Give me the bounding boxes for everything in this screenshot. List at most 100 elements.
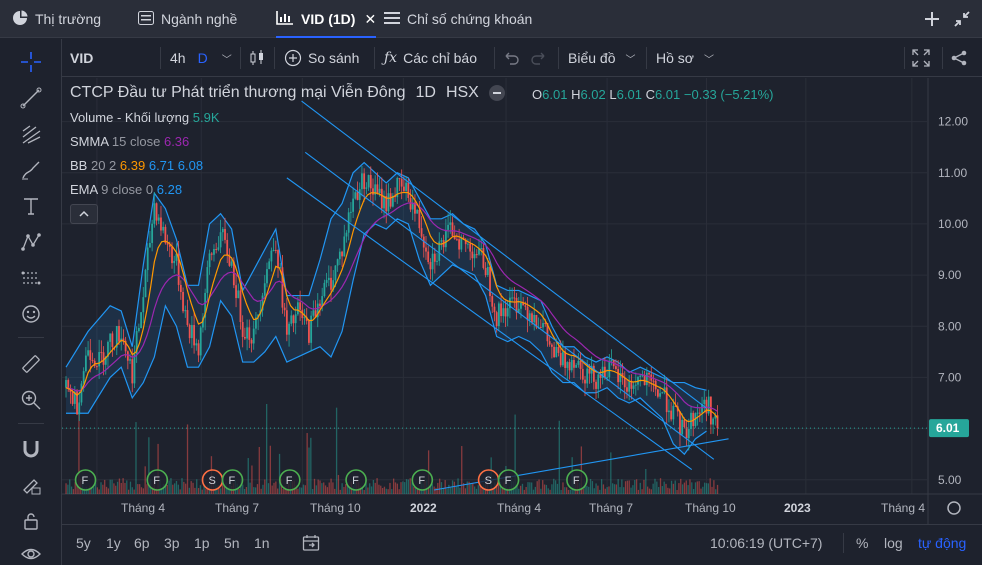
volume-bar bbox=[696, 481, 698, 494]
volume-bar bbox=[120, 482, 122, 494]
candle-body bbox=[250, 339, 253, 344]
symbol-search[interactable]: VID bbox=[70, 50, 94, 66]
trendline-icon[interactable] bbox=[0, 83, 62, 113]
range-1p[interactable]: 1p bbox=[194, 535, 210, 551]
share-icon[interactable] bbox=[950, 39, 968, 77]
ruler-lines-icon[interactable] bbox=[0, 263, 62, 293]
pattern-icon[interactable] bbox=[0, 227, 62, 257]
volume-legend[interactable]: Volume - Khối lượng 5.9K bbox=[70, 110, 220, 125]
chart-type-label: Biểu đồ bbox=[568, 50, 616, 66]
event-marker bbox=[74, 469, 97, 491]
volume-bar bbox=[196, 479, 198, 494]
volume-bar bbox=[481, 487, 483, 494]
volume-bar bbox=[507, 487, 509, 494]
fib-tool-icon[interactable] bbox=[0, 119, 62, 149]
volume-bar bbox=[392, 478, 395, 494]
close-icon[interactable]: ✕ bbox=[364, 10, 377, 27]
undo-icon[interactable] bbox=[502, 39, 520, 77]
candle-body bbox=[197, 343, 200, 356]
volume-bar bbox=[157, 443, 159, 494]
lock-icon[interactable] bbox=[0, 506, 62, 536]
price-chart[interactable]: 12.0011.0010.009.008.007.006.005.006.01T… bbox=[62, 78, 982, 524]
volume-bar bbox=[363, 489, 365, 494]
hide-legend-button[interactable] bbox=[488, 85, 505, 101]
candle-type-icon[interactable] bbox=[248, 39, 266, 77]
volume-bar bbox=[369, 483, 371, 494]
volume-bar bbox=[162, 484, 165, 494]
chart-type-dropdown[interactable]: Biểu đồ ﹀ bbox=[568, 39, 635, 77]
add-tab-icon[interactable] bbox=[923, 0, 941, 38]
collapse-legend-button[interactable] bbox=[70, 204, 98, 224]
compare-button[interactable]: So sánh bbox=[284, 39, 359, 77]
candle-body bbox=[407, 182, 410, 198]
candle-body bbox=[179, 284, 182, 292]
fullscreen-icon[interactable] bbox=[912, 39, 930, 77]
candle-body bbox=[634, 384, 637, 386]
tab-label: Chỉ số chứng khoán bbox=[407, 11, 533, 27]
redo-icon[interactable] bbox=[530, 39, 548, 77]
candle-body bbox=[144, 270, 147, 298]
brush-icon[interactable] bbox=[0, 155, 62, 185]
candle-body bbox=[126, 351, 129, 361]
candle-body bbox=[202, 317, 204, 328]
lock-pencil-icon[interactable] bbox=[0, 470, 62, 500]
tab-index[interactable]: Chỉ số chứng khoán bbox=[384, 0, 532, 38]
volume-bar bbox=[177, 484, 179, 494]
tab-industry[interactable]: Ngành nghề bbox=[138, 0, 237, 38]
percent-toggle[interactable]: % bbox=[856, 535, 869, 551]
last-price-tag bbox=[929, 419, 969, 438]
volume-bar bbox=[317, 479, 319, 494]
tab-vid-chart[interactable]: VID (1D) ✕ bbox=[276, 0, 377, 38]
indicators-button[interactable]: ƒx Các chỉ báo bbox=[384, 39, 477, 77]
volume-bar bbox=[267, 483, 270, 494]
auto-scale-toggle[interactable]: tự động bbox=[918, 535, 967, 551]
eye-icon[interactable] bbox=[0, 539, 62, 565]
volume-bar bbox=[142, 488, 144, 494]
volume-bar bbox=[205, 488, 207, 494]
x-tick-label: Tháng 4 bbox=[497, 501, 541, 515]
volume-bar bbox=[245, 487, 248, 494]
gear-icon[interactable] bbox=[947, 501, 961, 515]
interval-select[interactable]: 4h D ﹀ bbox=[170, 39, 232, 77]
tab-market[interactable]: Thị trường bbox=[12, 0, 101, 38]
clock-readout[interactable]: 10:06:19 (UTC+7) bbox=[710, 535, 823, 551]
volume-bar bbox=[223, 486, 225, 494]
range-5n[interactable]: 5n bbox=[224, 535, 240, 551]
zoom-in-icon[interactable] bbox=[0, 385, 62, 415]
range-3p[interactable]: 3p bbox=[164, 535, 180, 551]
log-toggle[interactable]: log bbox=[884, 535, 903, 551]
collapse-icon[interactable] bbox=[953, 0, 971, 38]
candle-body bbox=[416, 210, 419, 214]
emoji-icon[interactable] bbox=[0, 299, 62, 329]
volume-bar bbox=[532, 489, 535, 494]
volume-bar bbox=[315, 485, 317, 494]
volume-bar bbox=[437, 482, 439, 494]
magnet-icon[interactable] bbox=[0, 434, 62, 464]
candle-body bbox=[405, 182, 408, 191]
range-5y[interactable]: 5y bbox=[76, 535, 91, 551]
candle-body bbox=[204, 292, 207, 318]
range-1y[interactable]: 1y bbox=[106, 535, 121, 551]
text-tool-icon[interactable] bbox=[0, 191, 62, 221]
bb-legend[interactable]: BB 20 2 6.39 6.71 6.08 bbox=[70, 158, 204, 173]
range-1n[interactable]: 1n bbox=[254, 535, 270, 551]
candle-body bbox=[438, 241, 441, 261]
volume-bar bbox=[569, 489, 571, 494]
goto-date-icon[interactable] bbox=[302, 525, 320, 561]
volume-bar bbox=[262, 484, 264, 494]
volume-bar bbox=[659, 478, 662, 494]
volume-bar bbox=[648, 488, 651, 494]
candle-body bbox=[592, 365, 595, 382]
tab-label: VID (1D) bbox=[301, 11, 356, 27]
crosshair-icon[interactable] bbox=[0, 47, 62, 77]
measure-icon[interactable] bbox=[0, 349, 62, 379]
candle-body bbox=[422, 236, 425, 248]
candle-body bbox=[219, 232, 222, 248]
ema-legend[interactable]: EMA 9 close 0 6.28 bbox=[70, 182, 183, 197]
candle-body bbox=[290, 315, 293, 324]
volume-bar bbox=[472, 483, 474, 494]
volume-bar bbox=[190, 481, 192, 494]
profile-dropdown[interactable]: Hồ sơ ﹀ bbox=[656, 39, 714, 77]
smma-legend[interactable]: SMMA 15 close 6.36 bbox=[70, 134, 190, 149]
range-6p[interactable]: 6p bbox=[134, 535, 150, 551]
